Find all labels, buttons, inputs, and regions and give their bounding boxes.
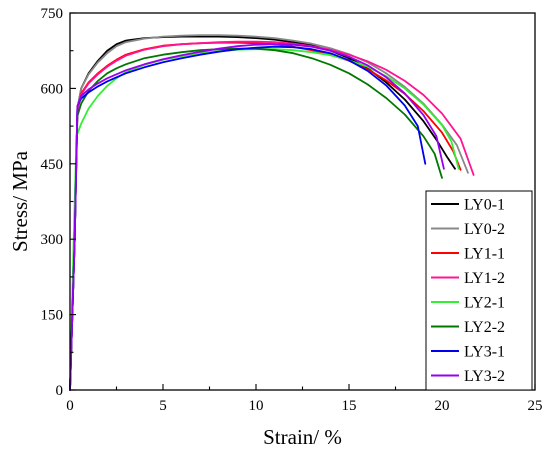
legend-label-ly3-2: LY3-2 bbox=[464, 368, 505, 385]
legend-box bbox=[425, 190, 533, 391]
series-line-ly0-1 bbox=[69, 35, 456, 391]
series-line-ly0-2 bbox=[69, 34, 469, 391]
y-tick-label: 0 bbox=[56, 383, 64, 399]
x-tick-label: 20 bbox=[435, 398, 450, 414]
y-tick-label: 300 bbox=[41, 232, 64, 248]
legend-label-ly1-1: LY1-1 bbox=[464, 246, 505, 263]
series-layer bbox=[69, 34, 475, 391]
series-line-ly2-2 bbox=[69, 47, 443, 391]
series-line-ly1-1 bbox=[69, 41, 462, 391]
x-tick-label: 25 bbox=[528, 398, 543, 414]
legend-label-ly0-2: LY0-2 bbox=[464, 221, 505, 238]
legend-label-ly3-1: LY3-1 bbox=[464, 344, 505, 361]
x-tick-label: 5 bbox=[159, 398, 167, 414]
y-tick-label: 450 bbox=[41, 157, 64, 173]
series-line-ly1-2 bbox=[69, 40, 475, 391]
y-tick-label: 750 bbox=[41, 6, 64, 22]
y-axis-title: Stress/ MPa bbox=[8, 150, 32, 252]
y-tick-label: 600 bbox=[41, 81, 64, 97]
y-tick-label: 150 bbox=[41, 308, 64, 324]
series-line-ly3-1 bbox=[69, 45, 427, 391]
legend-label-ly2-2: LY2-2 bbox=[464, 319, 505, 336]
x-tick-label: 15 bbox=[342, 398, 357, 414]
tick-layer: 0 5 10 15 20 25 0 150 300 450 600 750 bbox=[41, 6, 543, 414]
x-axis-title: Strain/ % bbox=[263, 425, 342, 449]
series-line-ly3-2 bbox=[69, 43, 445, 391]
legend-label-ly1-2: LY1-2 bbox=[464, 270, 505, 287]
legend-label-ly2-1: LY2-1 bbox=[464, 295, 505, 312]
x-tick-label: 0 bbox=[66, 398, 74, 414]
x-tick-label: 10 bbox=[249, 398, 264, 414]
legend-label-ly0-1: LY0-1 bbox=[464, 197, 505, 214]
legend: LY0-1 LY0-2 LY1-1 LY1-2 LY2-1 LY2-2 LY3-1 LY3-2 bbox=[425, 190, 533, 391]
